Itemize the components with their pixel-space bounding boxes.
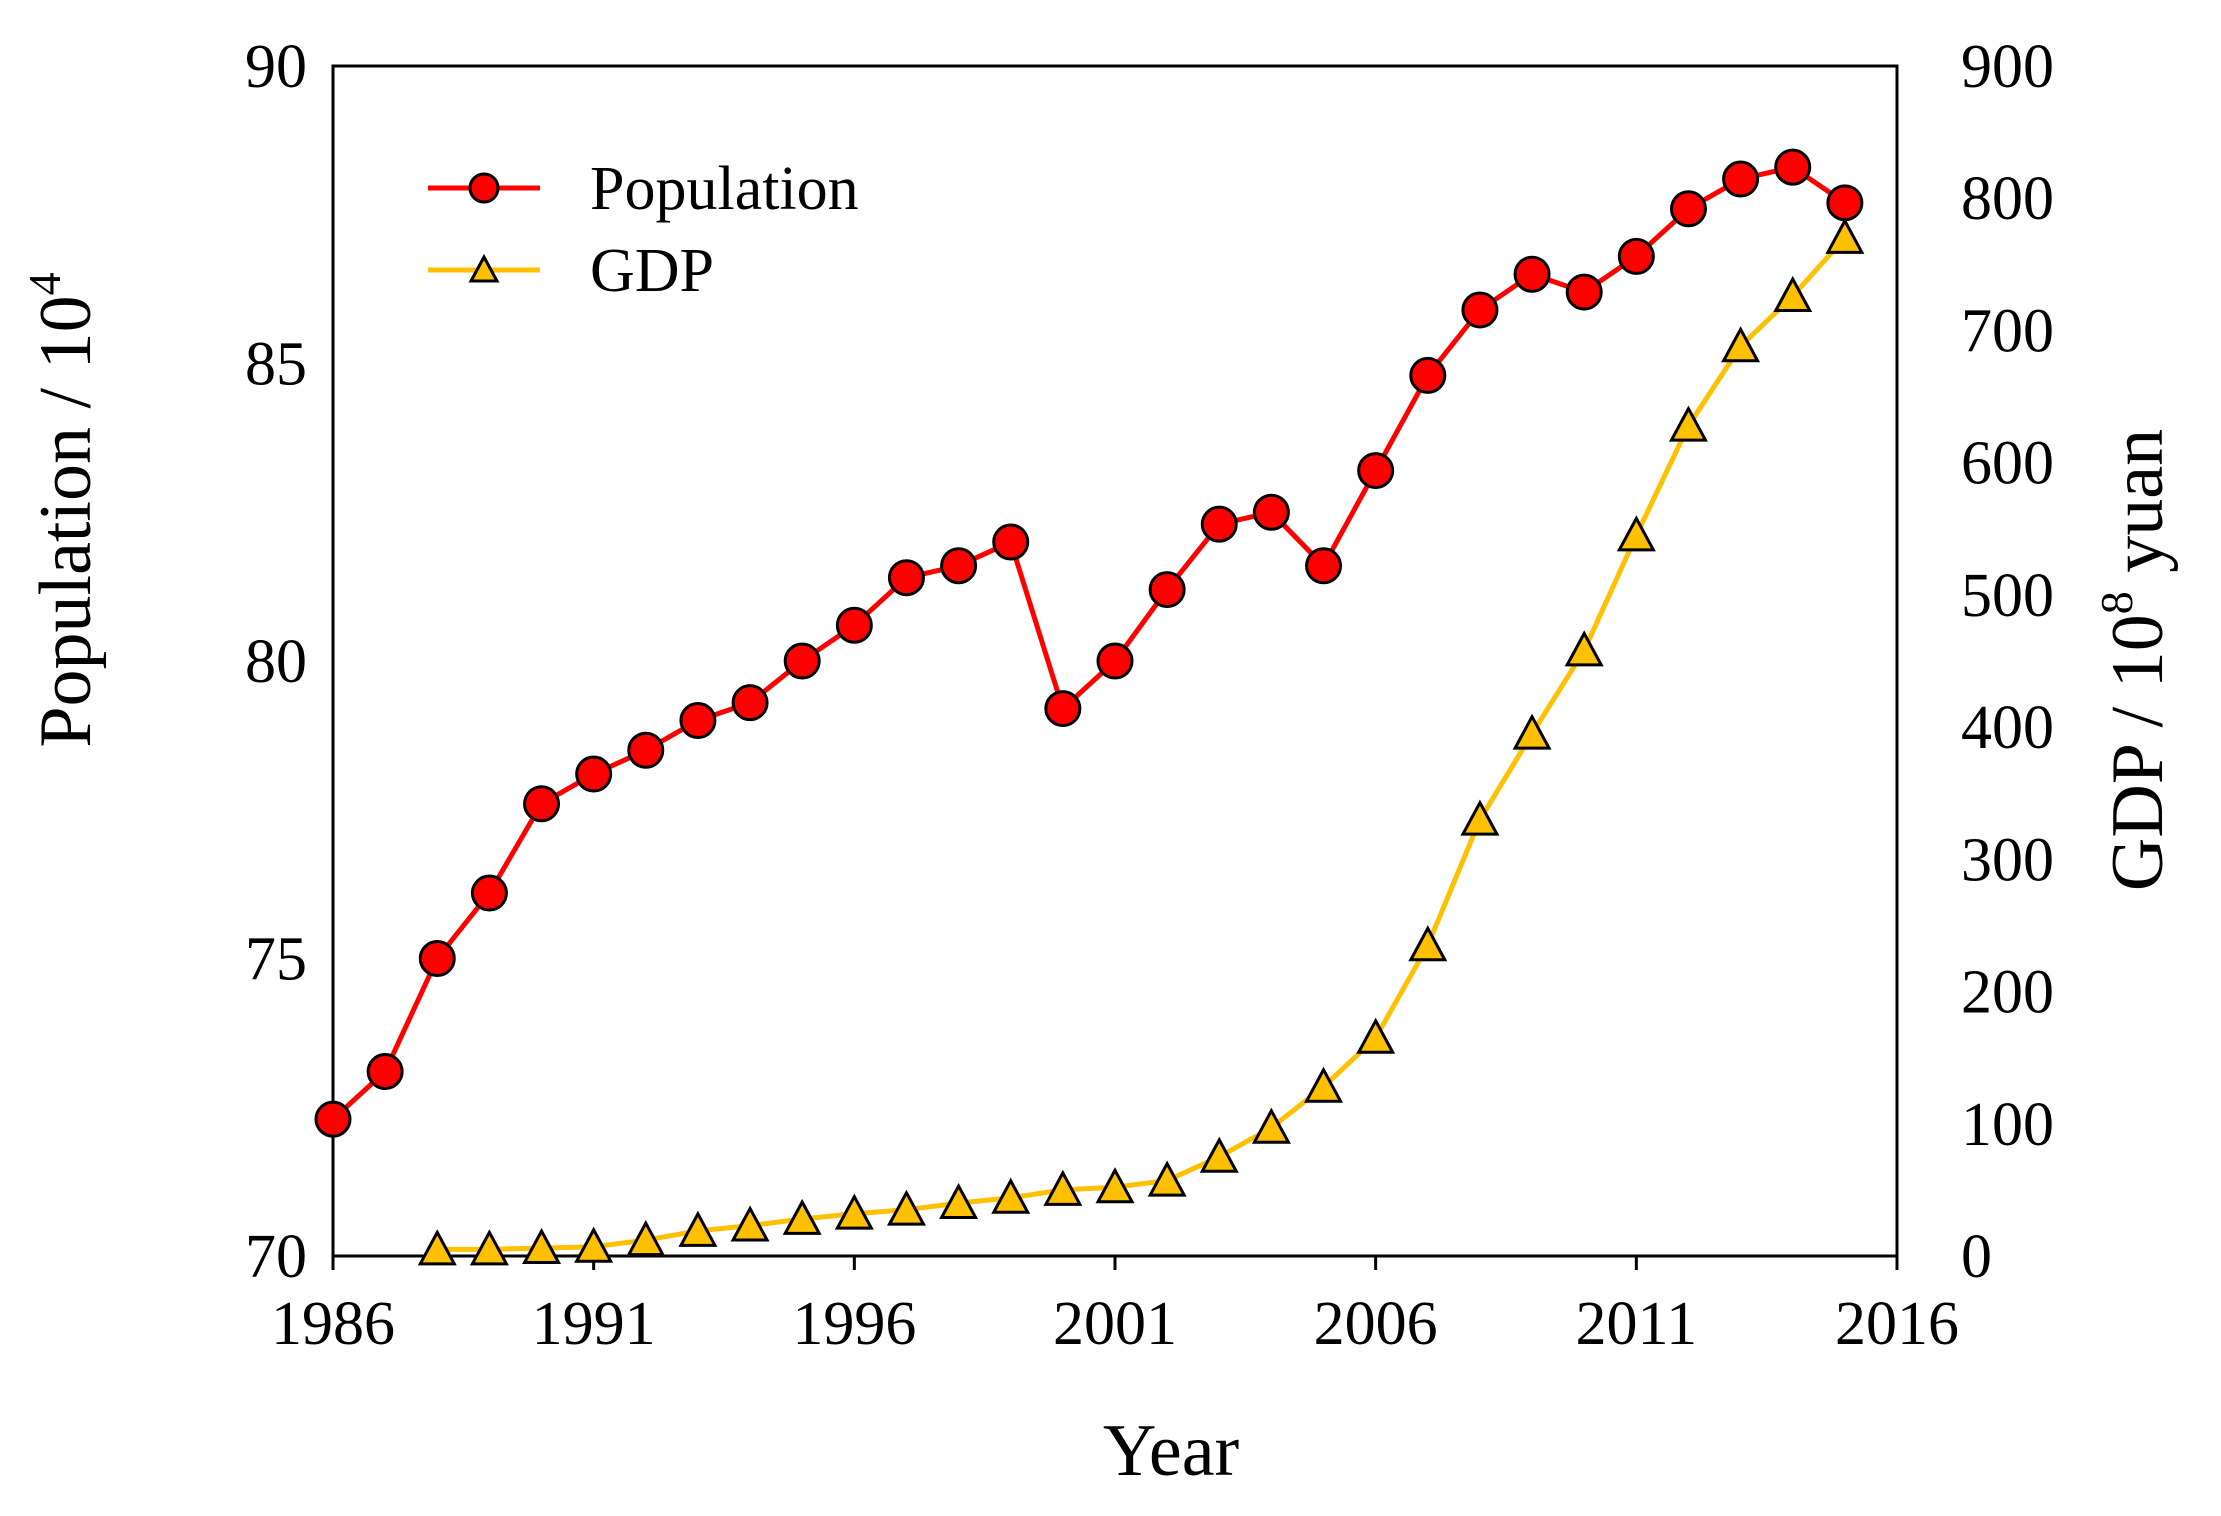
x-axis-title: Year	[1103, 1410, 1239, 1492]
y-tick-label: 80	[245, 628, 307, 696]
gdp-data-point	[469, 1229, 509, 1266]
gdp-data-point	[626, 1219, 666, 1257]
gdp-data-point	[991, 1177, 1031, 1214]
population-data-point	[627, 731, 665, 769]
gdp-data-point	[574, 1226, 614, 1263]
legend-gdp-marker	[468, 253, 500, 283]
population-data-point	[1826, 184, 1864, 222]
population-data-point	[314, 1100, 352, 1138]
population-data-point	[835, 606, 873, 644]
gdp-data-point	[1460, 799, 1500, 836]
population-data-point	[783, 642, 821, 680]
population-data-point	[523, 785, 561, 823]
y2-tick-label: 700	[1961, 297, 2054, 365]
population-data-point	[1565, 273, 1603, 311]
y2-tick-label: 300	[1961, 826, 2054, 894]
population-data-point	[1617, 237, 1655, 275]
x-tick-label: 1996	[792, 1290, 916, 1358]
population-data-point	[1722, 160, 1760, 198]
legend-population-marker	[468, 172, 500, 204]
population-data-point	[731, 684, 769, 722]
population-data-point	[1148, 571, 1186, 609]
x-tick-label: 2016	[1835, 1290, 1959, 1358]
gdp-data-point	[834, 1193, 874, 1230]
population-data-point	[1513, 255, 1551, 293]
x-tick-label: 2011	[1575, 1290, 1697, 1358]
population-data-point	[887, 559, 925, 597]
gdp-data-point	[522, 1227, 562, 1265]
y2-tick-label: 500	[1961, 562, 2054, 630]
gdp-data-point	[1825, 217, 1865, 254]
gdp-data-point	[1408, 925, 1448, 962]
gdp-data-point	[1043, 1169, 1083, 1206]
gdp-data-point	[730, 1205, 770, 1242]
population-data-point	[1409, 356, 1447, 394]
population-data-point	[1669, 190, 1707, 228]
gdp-series-line	[437, 236, 1847, 1252]
y2-axis-title-exponent: 8	[2091, 591, 2142, 614]
population-series-line	[331, 164, 1847, 1122]
gdp-data-point	[1616, 515, 1656, 552]
y-axis-title-exponent: 4	[19, 272, 70, 295]
population-data-point	[1461, 291, 1499, 329]
y2-tick-label: 200	[1961, 959, 2054, 1027]
population-data-point	[575, 755, 613, 793]
population-data-point	[1305, 547, 1343, 585]
gdp-data-point	[1564, 630, 1604, 667]
gdp-data-point	[1199, 1136, 1239, 1173]
x-tick-label: 1986	[271, 1290, 395, 1358]
gdp-data-point	[1668, 405, 1708, 442]
legend-gdp-label: GDP	[590, 237, 714, 305]
y2-axis-title-unit: yuan	[2097, 429, 2179, 591]
population-data-point	[470, 874, 508, 912]
x-tick-label: 1991	[532, 1290, 656, 1358]
population-data-point	[1774, 148, 1812, 186]
population-data-point	[1252, 493, 1290, 531]
y2-axis-title-main: GDP / 10	[2097, 614, 2179, 891]
gdp-data-point	[1512, 713, 1552, 750]
y2-axis-title: GDP / 108 yuan	[2091, 429, 2179, 891]
gdp-data-point	[782, 1198, 822, 1235]
y2-tick-label: 0	[1961, 1223, 1992, 1291]
population-data-point	[418, 940, 456, 977]
y2-tick-label: 100	[1961, 1091, 2054, 1159]
gdp-data-point	[1095, 1167, 1135, 1204]
gdp-data-point	[1773, 275, 1813, 313]
population-data-point	[1044, 690, 1082, 728]
y2-tick-label: 900	[1961, 33, 2054, 101]
population-data-point	[1357, 452, 1395, 490]
gdp-data-point	[1251, 1107, 1291, 1144]
gdp-data-point	[1721, 326, 1761, 363]
population-data-point	[366, 1053, 404, 1091]
gdp-data-point	[939, 1182, 979, 1220]
x-tick-label: 2001	[1053, 1290, 1177, 1358]
gdp-data-point	[1147, 1160, 1187, 1197]
gdp-data-point	[886, 1189, 926, 1226]
y-axis-title-main: Population / 10	[25, 295, 107, 747]
gdp-data-point	[678, 1210, 718, 1247]
y-tick-label: 75	[245, 926, 307, 994]
legend-population-label: Population	[590, 155, 859, 223]
population-data-point	[679, 702, 717, 739]
x-tick-label: 2006	[1314, 1290, 1438, 1358]
y-tick-label: 85	[245, 331, 307, 399]
population-data-point	[992, 523, 1030, 561]
y-tick-label: 70	[245, 1223, 307, 1291]
gdp-data-point	[1304, 1066, 1344, 1103]
gdp-data-point	[417, 1229, 457, 1266]
y2-tick-label: 400	[1961, 694, 2054, 762]
population-data-point	[1096, 642, 1134, 680]
population-data-point	[1200, 505, 1238, 543]
y-tick-label: 90	[245, 33, 307, 101]
y2-tick-label: 600	[1961, 430, 2054, 498]
population-data-point	[940, 547, 978, 585]
y-axis-title: Population / 104	[19, 272, 107, 747]
y2-tick-label: 800	[1961, 165, 2054, 233]
gdp-data-point	[1356, 1017, 1396, 1054]
